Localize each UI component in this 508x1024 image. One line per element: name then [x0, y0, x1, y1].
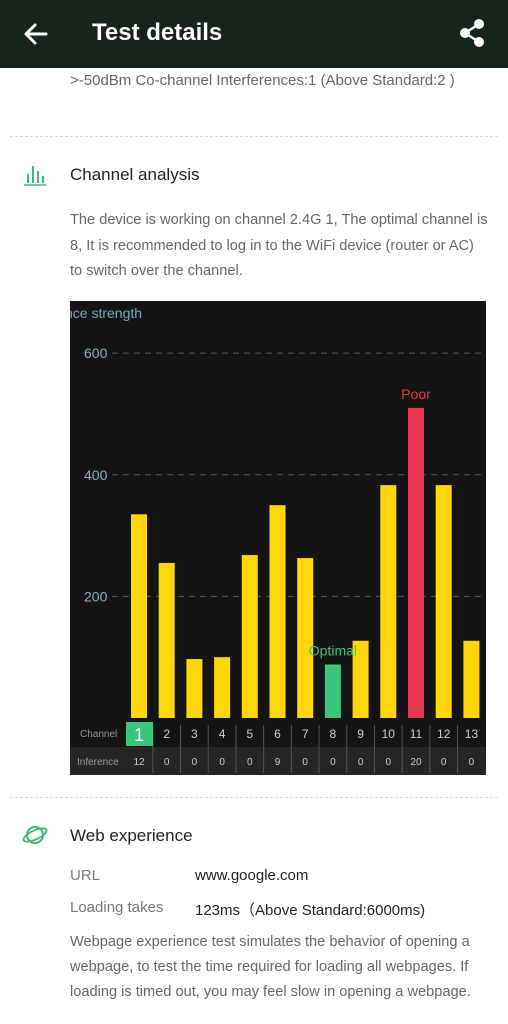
inference-value-11: 20: [410, 757, 422, 768]
bar-channel-6: [269, 505, 286, 718]
bar-channel-12: [435, 485, 452, 718]
channel-tick-5: 5: [246, 727, 253, 741]
inference-value-7: 0: [302, 757, 308, 768]
y-axis-label: nce strength: [70, 305, 142, 321]
divider: [10, 136, 498, 137]
inference-value-2: 0: [164, 757, 170, 768]
inference-value-3: 0: [192, 757, 198, 768]
channel-tick-3: 3: [191, 727, 198, 741]
current-channel-highlight: [126, 722, 153, 746]
inference-value-4: 0: [219, 757, 225, 768]
planet-icon: [22, 826, 48, 844]
channel-chart: nce strength 200 400 600 Optimal Poor Channel…: [70, 301, 486, 775]
channel-tick-8: 8: [330, 727, 337, 741]
annotation-optimal: Optimal: [309, 642, 357, 658]
web-experience-title: Web experience: [70, 826, 193, 845]
bar-channel-13: [463, 640, 480, 718]
channel-tick-6: 6: [274, 727, 281, 741]
bar-channel-8: [324, 664, 341, 718]
bar-channel-2: [158, 562, 175, 718]
bar-channel-3: [186, 659, 203, 718]
inference-row: [70, 747, 486, 775]
inference-value-8: 0: [330, 757, 336, 768]
channel-analysis-title: Channel analysis: [70, 165, 200, 184]
url-value: www.google.com: [195, 867, 309, 884]
bar-channel-5: [241, 555, 258, 718]
loading-value: 123ms（Above Standard:6000ms): [195, 902, 426, 919]
inference-value-6: 9: [275, 757, 281, 768]
inference-value-13: 0: [469, 757, 475, 768]
app-bar: Test details: [0, 0, 508, 68]
channel-analysis-description: The device is working on channel 2.4G 1,…: [70, 212, 488, 279]
channel-tick-1: 1: [134, 725, 144, 745]
share-icon[interactable]: [456, 16, 488, 50]
bar-channel-7: [297, 558, 314, 718]
inference-value-9: 0: [358, 757, 364, 768]
inference-value-12: 0: [441, 757, 447, 768]
bar-channel-9: [352, 640, 369, 718]
bar-channel-11: [408, 407, 424, 718]
interference-summary: >-50dBm Co-channel Interferences:1 (Abov…: [70, 72, 455, 89]
y-tick-label: 600: [84, 345, 108, 361]
channel-tick-11: 11: [410, 727, 423, 741]
web-experience-description: Webpage experience test simulates the be…: [70, 934, 471, 1000]
annotation-poor: Poor: [401, 386, 431, 402]
bar-channel-1: [131, 514, 147, 718]
y-tick-label: 400: [84, 467, 108, 483]
channel-tick-2: 2: [163, 727, 170, 741]
channel-row-label: Channel: [80, 729, 117, 740]
channel-tick-13: 13: [465, 727, 479, 741]
inference-value-1: 12: [133, 757, 145, 768]
bar-chart-icon: [24, 166, 46, 186]
channel-tick-7: 7: [302, 727, 309, 741]
bar-channel-10: [380, 485, 397, 718]
inference-value-5: 0: [247, 757, 253, 768]
inference-row-label: Inference: [77, 757, 119, 768]
y-tick-label: 200: [84, 588, 108, 604]
page-title: Test details: [92, 19, 223, 46]
url-label: URL: [70, 867, 101, 884]
loading-label: Loading takes: [70, 899, 164, 916]
channel-tick-10: 10: [382, 727, 396, 741]
channel-tick-9: 9: [357, 727, 364, 741]
channel-tick-4: 4: [219, 727, 226, 741]
inference-value-10: 0: [386, 757, 392, 768]
divider: [10, 797, 498, 798]
channel-tick-12: 12: [437, 727, 451, 741]
arrow-left-icon[interactable]: [20, 18, 52, 50]
bar-channel-4: [214, 657, 231, 718]
